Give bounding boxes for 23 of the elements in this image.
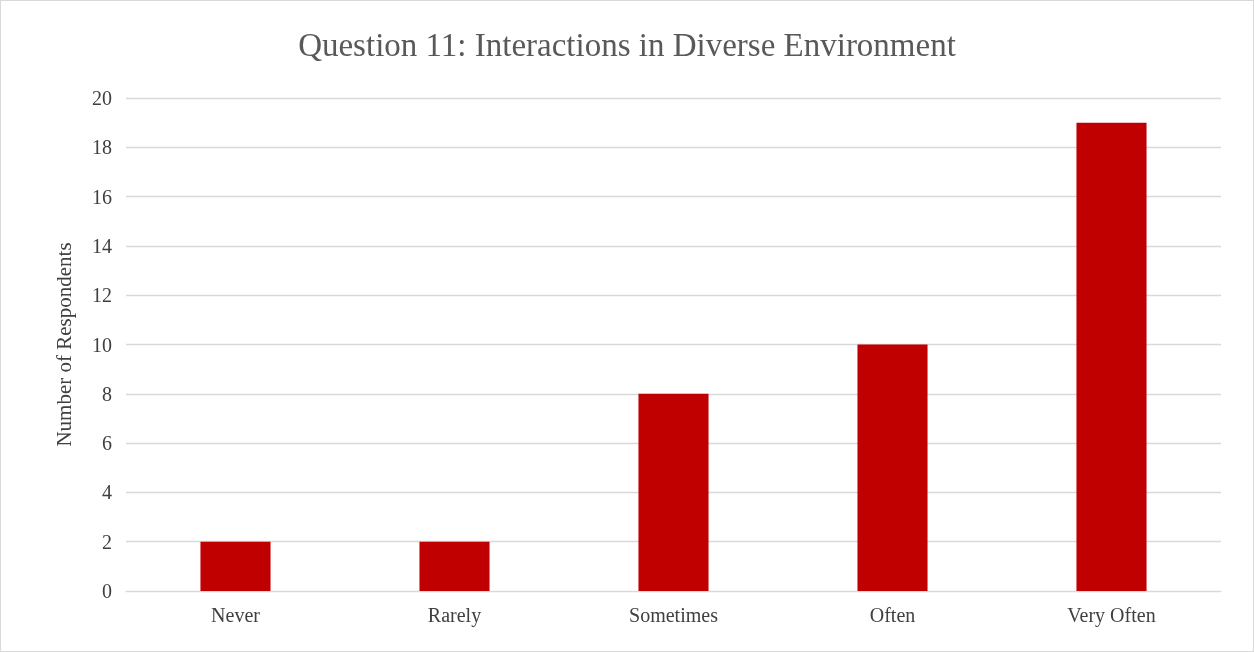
x-tick-label: Often bbox=[869, 604, 916, 626]
y-tick-label: 16 bbox=[92, 185, 112, 208]
y-tick-label: 4 bbox=[102, 481, 112, 504]
y-tick-label: 2 bbox=[102, 530, 112, 553]
bar bbox=[200, 541, 271, 591]
y-tick-label: 10 bbox=[92, 333, 112, 356]
y-tick-label: 8 bbox=[102, 382, 112, 405]
x-tick-label: Never bbox=[211, 604, 261, 626]
y-tick-label: 20 bbox=[92, 87, 112, 109]
bar bbox=[857, 344, 928, 591]
chart-title: Question 11: Interactions in Diverse Environment bbox=[298, 26, 956, 63]
x-tick-label: Rarely bbox=[427, 604, 482, 627]
y-axis-title: Number of Respondents bbox=[51, 242, 76, 447]
y-tick-label: 14 bbox=[92, 234, 112, 257]
bar bbox=[419, 541, 490, 591]
x-tick-label: Sometimes bbox=[629, 604, 719, 626]
y-tick-label: 12 bbox=[92, 284, 112, 307]
x-tick-label: Very Often bbox=[1067, 604, 1156, 627]
bar bbox=[638, 393, 709, 591]
bar bbox=[1076, 122, 1147, 591]
y-tick-label: 6 bbox=[102, 432, 112, 455]
y-tick-label: 18 bbox=[92, 136, 112, 159]
y-tick-label: 0 bbox=[102, 580, 112, 602]
